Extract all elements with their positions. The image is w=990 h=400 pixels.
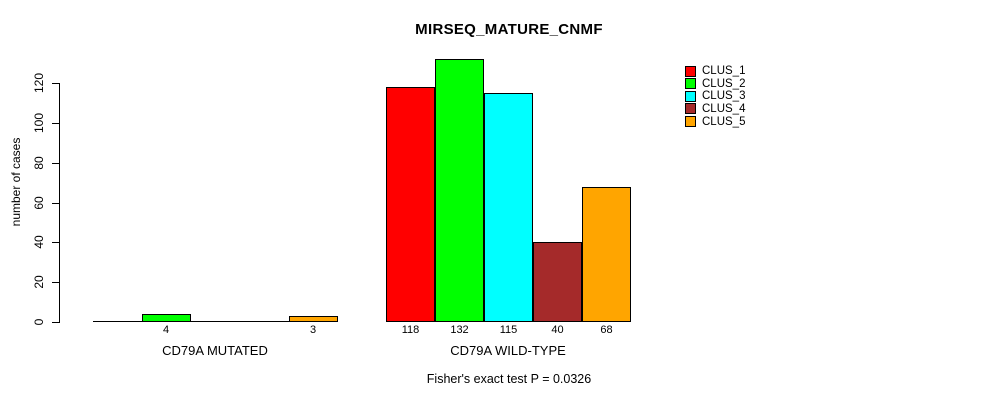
- legend-item-clus_3: CLUS_3: [685, 90, 745, 102]
- legend-swatch-clus_4: [685, 103, 696, 115]
- group-label-cd79a-wild-type: CD79A WILD-TYPE: [450, 343, 566, 358]
- y-axis-tick: [52, 282, 60, 284]
- y-tick-label: 120: [32, 72, 46, 94]
- y-tick-label: 60: [32, 195, 46, 210]
- y-axis-tick: [52, 322, 60, 323]
- legend-item-clus_1: CLUS_1: [685, 65, 745, 77]
- y-tick-label: 40: [32, 235, 46, 250]
- legend-label: CLUS_3: [702, 90, 746, 103]
- y-axis-label: number of cases: [9, 137, 23, 227]
- y-tick-label: 0: [32, 318, 46, 326]
- fisher-test-annotation: Fisher's exact test P = 0.0326: [426, 372, 592, 386]
- legend-item-clus_4: CLUS_4: [685, 103, 745, 115]
- bar-value-label: 3: [309, 324, 317, 336]
- group-baseline: [92, 321, 338, 322]
- legend-item-clus_5: CLUS_5: [685, 116, 745, 128]
- legend-label: CLUS_1: [702, 65, 746, 77]
- bar-value-label: 115: [499, 324, 518, 336]
- bar-clus_5-group1: [582, 187, 631, 322]
- group-label-cd79a-mutated: CD79A MUTATED: [162, 343, 268, 358]
- bar-value-label: 118: [401, 324, 420, 336]
- bar-value-label: 132: [450, 324, 469, 336]
- bar-clus_4-group1: [533, 242, 582, 322]
- bar-value-label: 4: [162, 324, 170, 336]
- bar-value-label: 68: [600, 324, 613, 336]
- legend-label: CLUS_4: [702, 102, 746, 115]
- legend-label: CLUS_5: [702, 115, 746, 128]
- y-tick-label: 80: [32, 155, 46, 170]
- y-axis-tick: [52, 242, 60, 244]
- bar-clus_3-group1: [484, 93, 533, 322]
- bar-clus_2-group0: [141, 314, 191, 322]
- legend-swatch-clus_5: [685, 116, 696, 128]
- legend-label: CLUS_2: [702, 77, 746, 90]
- chart-title: MIRSEQ_MATURE_CNMF: [415, 21, 603, 38]
- legend-swatch-clus_2: [685, 78, 696, 90]
- y-axis-tick: [52, 83, 60, 84]
- legend-item-clus_2: CLUS_2: [685, 78, 745, 90]
- y-tick-label: 100: [32, 112, 46, 133]
- y-tick-label: 20: [32, 275, 46, 289]
- y-axis-tick: [52, 202, 60, 204]
- bar-clus_1-group1: [386, 87, 435, 322]
- legend-swatch-clus_3: [685, 90, 696, 102]
- bar-clus_5-group0: [288, 316, 338, 322]
- bar-value-label: 40: [551, 324, 564, 336]
- y-axis-tick: [52, 122, 60, 124]
- legend-swatch-clus_1: [685, 65, 696, 77]
- y-axis-tick: [52, 162, 60, 164]
- bar-clus_2-group1: [435, 59, 484, 322]
